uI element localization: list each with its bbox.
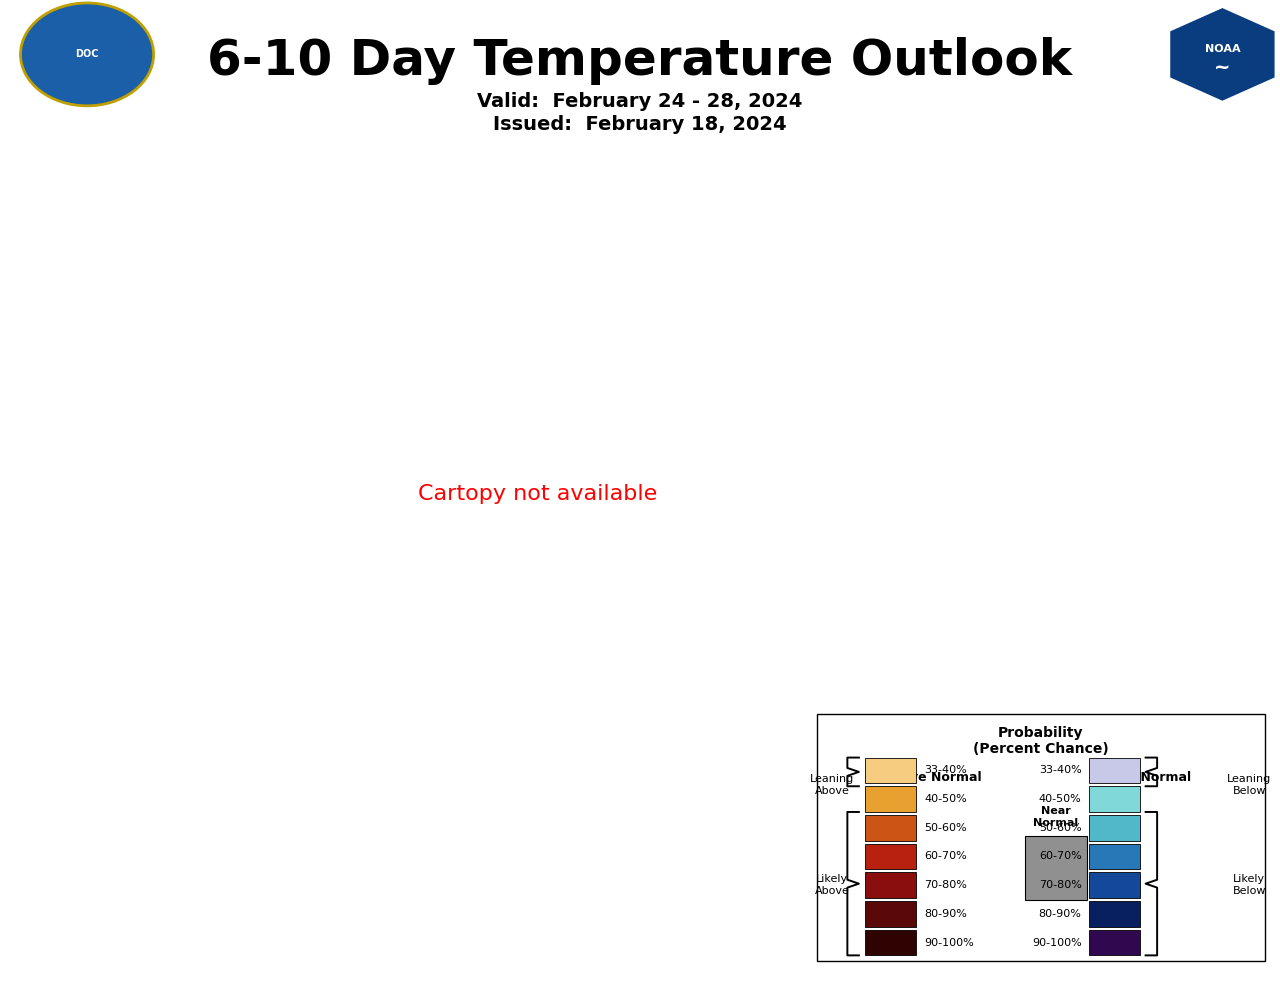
Text: NOAA: NOAA [1204, 45, 1240, 54]
Text: Issued:  February 18, 2024: Issued: February 18, 2024 [493, 115, 787, 135]
Text: 60-70%: 60-70% [1039, 852, 1082, 861]
Text: 33-40%: 33-40% [924, 765, 966, 775]
Text: 70-80%: 70-80% [924, 880, 966, 890]
Text: Cartopy not available: Cartopy not available [419, 485, 657, 504]
Text: Likely
Below: Likely Below [1233, 874, 1266, 896]
FancyBboxPatch shape [817, 714, 1265, 961]
Text: 33-40%: 33-40% [1039, 765, 1082, 775]
Text: 40-50%: 40-50% [1039, 794, 1082, 804]
Bar [1025, 836, 1087, 900]
Text: Leaning
Below: Leaning Below [1228, 774, 1271, 795]
Text: 70-80%: 70-80% [1039, 880, 1082, 890]
Bar [1089, 930, 1140, 955]
Circle shape [20, 3, 154, 106]
Text: Likely
Above: Likely Above [814, 874, 850, 896]
Text: 50-60%: 50-60% [1039, 823, 1082, 833]
Text: Valid:  February 24 - 28, 2024: Valid: February 24 - 28, 2024 [477, 92, 803, 112]
Bar [1089, 872, 1140, 898]
Bar [1089, 786, 1140, 812]
Bar [865, 844, 916, 869]
Bar [1089, 758, 1140, 783]
Text: Near
Normal: Near Normal [1033, 806, 1079, 828]
Text: Below Normal: Below Normal [1094, 771, 1192, 784]
Bar [865, 872, 916, 898]
Text: 60-70%: 60-70% [924, 852, 966, 861]
Text: 6-10 Day Temperature Outlook: 6-10 Day Temperature Outlook [207, 38, 1073, 85]
Text: 90-100%: 90-100% [924, 938, 974, 947]
Text: 80-90%: 80-90% [1039, 909, 1082, 919]
Text: ~: ~ [1215, 57, 1230, 77]
Text: DOC: DOC [76, 49, 99, 59]
Text: Above Normal: Above Normal [882, 771, 982, 784]
Bar [865, 758, 916, 783]
Bar [1089, 815, 1140, 841]
Bar [865, 786, 916, 812]
Text: 90-100%: 90-100% [1032, 938, 1082, 947]
Text: 80-90%: 80-90% [924, 909, 966, 919]
Text: Leaning
Above: Leaning Above [810, 774, 854, 795]
Bar [865, 901, 916, 927]
Text: 50-60%: 50-60% [924, 823, 966, 833]
Bar [1089, 901, 1140, 927]
Bar [1089, 844, 1140, 869]
Bar [865, 815, 916, 841]
Text: 40-50%: 40-50% [924, 794, 966, 804]
Text: Probability
(Percent Chance): Probability (Percent Chance) [973, 726, 1108, 757]
Bar [865, 930, 916, 955]
